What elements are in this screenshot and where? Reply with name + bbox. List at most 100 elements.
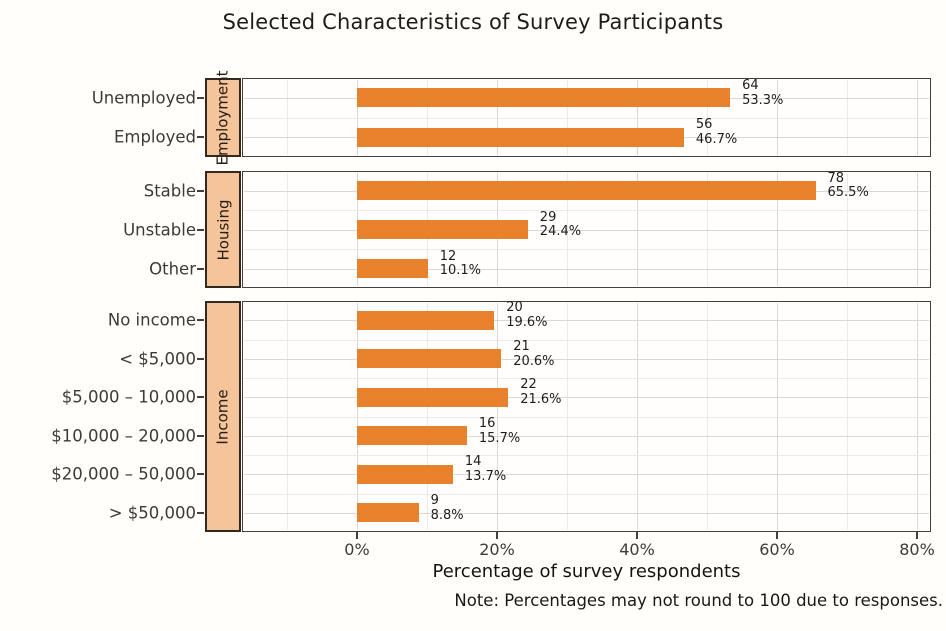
x-tick-label: 0% — [344, 540, 370, 559]
bar — [357, 310, 495, 330]
y-tick — [197, 267, 204, 270]
bar-count: 56 — [695, 117, 713, 133]
chart-title: Selected Characteristics of Survey Parti… — [222, 10, 724, 34]
bar-percent: 21.6% — [520, 392, 562, 408]
gridline — [244, 435, 929, 437]
x-tick-label: 40% — [619, 540, 655, 559]
bar — [357, 127, 684, 147]
bar-value-label: 64 53.3% — [742, 77, 784, 109]
facet-strip: Housing — [205, 171, 241, 288]
y-tick — [197, 511, 204, 514]
bar-count: 78 — [827, 170, 845, 186]
bar — [357, 88, 731, 108]
facet-strip-label: Employment — [214, 69, 232, 166]
bar-percent: 24.4% — [539, 224, 582, 240]
bar-count: 21 — [513, 338, 530, 354]
x-tick — [636, 532, 638, 539]
footnote: Note: Percentages may not round to 100 d… — [454, 591, 943, 610]
bar-count: 12 — [439, 248, 457, 264]
bar-count: 20 — [506, 300, 523, 316]
category-label: Other — [149, 259, 196, 278]
category-label: $20,000 – 50,000 — [51, 464, 196, 484]
bar-percent: 15.7% — [478, 430, 521, 446]
y-tick — [197, 96, 204, 99]
bar-percent: 20.6% — [513, 353, 555, 369]
bar-percent: 65.5% — [827, 185, 869, 201]
gridline — [244, 397, 929, 399]
gridline — [244, 474, 929, 476]
facet-strip: Income — [205, 301, 241, 532]
bar-value-label: 22 21.6% — [520, 377, 562, 408]
facet-strip-label: Income — [214, 388, 233, 445]
category-label: < $5,000 — [119, 349, 196, 369]
category-label: Stable — [143, 181, 196, 200]
bar-percent: 13.7% — [464, 469, 507, 485]
bar-value-label: 21 20.6% — [513, 338, 555, 370]
y-tick — [197, 228, 204, 231]
gridline — [244, 339, 929, 341]
bar-count: 29 — [539, 209, 557, 225]
x-tick — [356, 532, 358, 539]
category-label: Unemployed — [91, 88, 196, 108]
x-tick-label: 80% — [899, 540, 935, 559]
bar-value-label: 14 13.7% — [464, 454, 507, 485]
bar — [357, 426, 467, 446]
gridline — [244, 229, 929, 231]
y-tick — [197, 357, 204, 360]
bar-percent: 46.7% — [695, 132, 738, 148]
bar-value-label: 12 10.1% — [439, 248, 481, 280]
gridline — [244, 416, 929, 418]
bar-percent: 8.8% — [430, 507, 464, 523]
facet-strip: Employment — [205, 70, 241, 165]
y-tick — [197, 473, 204, 476]
bar — [357, 503, 419, 523]
gridline — [244, 268, 929, 270]
gridline — [244, 210, 929, 211]
bar-count: 16 — [478, 415, 496, 431]
bar-value-label: 9 8.8% — [430, 492, 464, 524]
bar-count: 14 — [464, 454, 482, 470]
bar-percent: 10.1% — [439, 263, 481, 279]
bar-value-label: 56 46.7% — [695, 117, 738, 148]
bar-percent: 19.6% — [506, 315, 548, 331]
bar — [357, 349, 502, 369]
gridline — [244, 512, 929, 514]
bar — [357, 181, 816, 200]
facet-strip-label: Housing — [214, 199, 233, 260]
bar-value-label: 78 65.5% — [827, 170, 869, 202]
y-tick — [197, 136, 204, 139]
y-tick — [197, 396, 204, 399]
x-tick — [916, 532, 918, 539]
category-label: Unstable — [123, 220, 196, 239]
bar-value-label: 29 24.4% — [539, 209, 582, 241]
category-label: > $50,000 — [108, 503, 196, 523]
bar-percent: 53.3% — [742, 92, 784, 108]
x-tick-label: 20% — [479, 540, 515, 559]
gridline — [244, 117, 929, 119]
bar — [357, 220, 528, 239]
x-tick — [496, 532, 498, 539]
y-tick — [197, 319, 204, 322]
bar-count: 9 — [430, 492, 439, 508]
gridline — [244, 358, 929, 360]
bar — [357, 464, 453, 484]
bar-count: 22 — [520, 377, 537, 393]
gridline — [244, 249, 929, 250]
x-tick — [776, 532, 778, 539]
bar — [357, 387, 509, 407]
bar — [357, 259, 428, 278]
x-axis-title: Percentage of survey respondents — [432, 561, 741, 582]
x-tick-label: 60% — [759, 540, 795, 559]
gridline — [244, 320, 929, 322]
gridline — [244, 493, 929, 495]
category-label: $5,000 – 10,000 — [61, 387, 196, 407]
y-tick — [197, 434, 204, 437]
gridline — [244, 378, 929, 379]
category-label: $10,000 – 20,000 — [51, 426, 196, 446]
category-label: Employed — [113, 127, 196, 147]
bar-count: 64 — [742, 77, 759, 93]
y-tick — [197, 189, 204, 192]
bar-value-label: 16 15.7% — [478, 415, 521, 447]
bar-value-label: 20 19.6% — [506, 300, 548, 331]
